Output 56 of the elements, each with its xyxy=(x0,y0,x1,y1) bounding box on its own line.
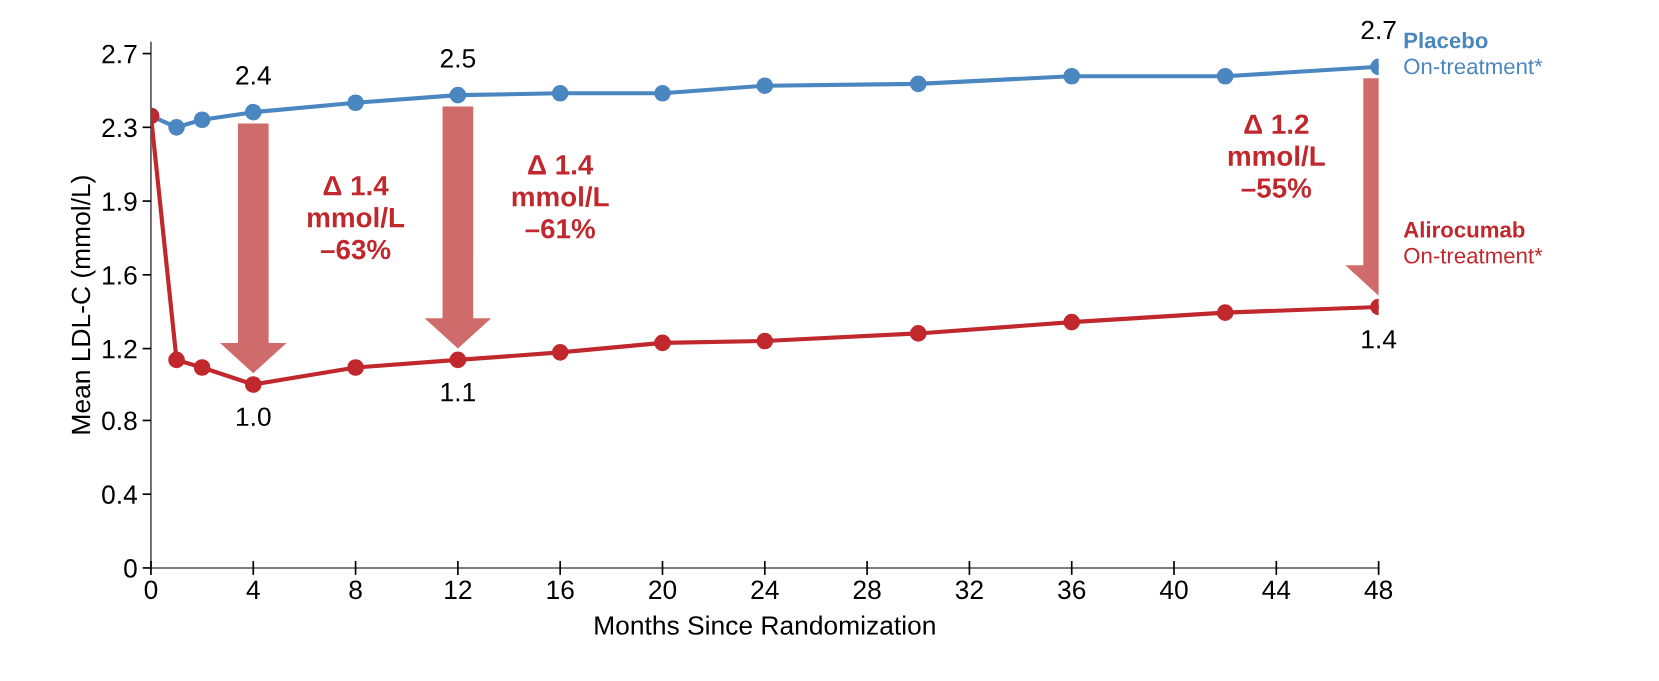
x-tick-label: 36 xyxy=(1058,580,1086,600)
point xyxy=(168,118,185,136)
point xyxy=(1063,313,1081,331)
point xyxy=(756,77,774,95)
data-label: 1.1 xyxy=(441,383,475,402)
point xyxy=(909,325,927,342)
y-tick-label: 2.3 xyxy=(102,118,137,138)
x-tick-label: 28 xyxy=(853,580,881,600)
x-axis-title: Months Since Randomization xyxy=(595,615,935,635)
x-tick-label: 12 xyxy=(445,580,472,599)
point xyxy=(1216,304,1234,321)
point xyxy=(347,359,364,376)
point xyxy=(909,75,927,93)
data-label: 2.5 xyxy=(440,49,476,68)
data-label: 2.4 xyxy=(236,66,271,85)
point xyxy=(244,103,262,121)
x-tick-label: 20 xyxy=(649,580,677,600)
y-tick-label: 1.9 xyxy=(103,192,137,211)
y-tick-label: 0.4 xyxy=(102,485,138,505)
y-tick-label: 0 xyxy=(124,559,137,578)
point xyxy=(193,359,211,376)
data-label: 1.4 xyxy=(1362,330,1397,349)
point xyxy=(347,94,364,112)
point xyxy=(244,376,262,393)
y-tick-label: 1.2 xyxy=(103,339,137,359)
y-axis-title: Mean LDL-C (mmol/L) xyxy=(70,176,96,434)
annotation: Δ 1.2 mmol/L –55% xyxy=(1228,114,1325,198)
series-label: Alirocumab On-treatment* xyxy=(1403,221,1543,264)
point xyxy=(551,344,569,361)
point xyxy=(756,332,774,350)
point xyxy=(1216,67,1234,85)
series-label: Placebo On-treatment* xyxy=(1404,32,1543,75)
x-tick-label: 24 xyxy=(751,580,779,599)
annotation: Δ 1.4 mmol/L –61% xyxy=(512,155,609,239)
data-label: 1.0 xyxy=(236,407,271,427)
x-tick-label: 44 xyxy=(1262,580,1291,599)
x-tick-label: 0 xyxy=(144,580,158,600)
x-tick-label: 32 xyxy=(955,580,983,600)
point xyxy=(168,351,185,369)
data-label: 2.7 xyxy=(1361,20,1396,40)
y-tick-label: 1.6 xyxy=(103,265,137,285)
y-tick-label: 0.8 xyxy=(102,411,137,431)
y-tick-label: 2.7 xyxy=(102,44,137,64)
point xyxy=(551,84,569,102)
x-tick-label: 16 xyxy=(547,580,574,600)
x-tick-label: 40 xyxy=(1159,580,1188,600)
x-tick-label: 4 xyxy=(246,580,260,599)
point xyxy=(1063,67,1081,85)
point xyxy=(449,86,467,104)
point xyxy=(654,84,671,102)
point xyxy=(654,334,671,352)
point xyxy=(193,111,211,129)
x-tick-label: 48 xyxy=(1364,580,1393,600)
x-tick-label: 8 xyxy=(349,580,362,600)
point xyxy=(449,351,467,369)
annotation: Δ 1.4 mmol/L –63% xyxy=(308,176,405,260)
